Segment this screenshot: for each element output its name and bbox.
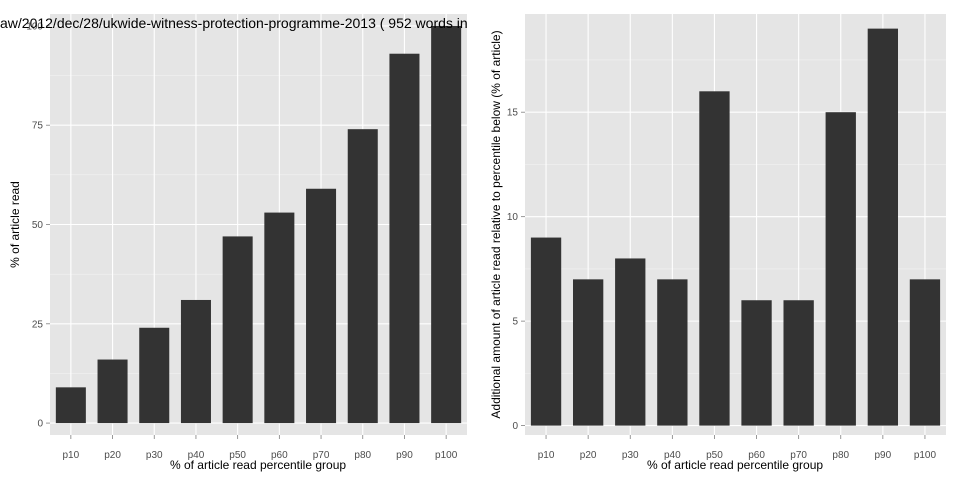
left-x-tick-label: p50	[229, 450, 246, 461]
left-bar-p60	[264, 212, 295, 424]
right-bar-p80	[825, 112, 856, 426]
left-y-tick-label: 75	[32, 121, 44, 132]
right-bar-p10	[530, 237, 562, 426]
right-bar-p70	[783, 300, 814, 426]
left-bar-p40	[180, 299, 211, 424]
left-bar-p30	[139, 327, 170, 424]
left-x-axis-title: % of article read percentile group	[170, 458, 346, 472]
left-y-tick-label: 0	[37, 419, 43, 430]
right-y-tick-label: 5	[512, 317, 518, 328]
left-bar-p100	[431, 25, 462, 424]
left-y-tick-label: 25	[32, 319, 44, 330]
right-bar-p40	[657, 279, 688, 426]
left-x-tick-label: p100	[435, 450, 458, 461]
left-x-tick-label: p80	[354, 450, 371, 461]
left-x-tick-label: p60	[271, 450, 288, 461]
right-x-tick-label: p20	[580, 450, 597, 461]
left-bar-p50	[222, 236, 253, 424]
left-x-tick-label: p20	[104, 450, 121, 461]
right-x-tick-label: p60	[748, 450, 765, 461]
left-x-tick-label: p10	[63, 450, 80, 461]
chart-title: aw/2012/dec/28/ukwide-witness-protection…	[0, 15, 468, 31]
left-x-tick-label: p90	[396, 450, 413, 461]
right-x-tick-label: p90	[875, 450, 892, 461]
right-y-axis-title: Additional amount of article read relati…	[489, 30, 503, 418]
right-x-tick-label: p80	[832, 450, 849, 461]
left-bar-p90	[389, 53, 420, 424]
right-x-tick-label: p50	[706, 450, 723, 461]
right-bar-p30	[615, 258, 646, 426]
left-bar-p70	[306, 188, 337, 424]
right-x-tick-label: p40	[664, 450, 681, 461]
right-y-tick-label: 0	[512, 421, 518, 432]
right-x-tick-label: p30	[622, 450, 639, 461]
right-bar-p60	[741, 300, 772, 426]
left-x-tick-label: p40	[188, 450, 205, 461]
right-y-tick-label: 15	[507, 108, 519, 119]
left-bar-p10	[55, 387, 86, 424]
right-bar-p50	[699, 91, 730, 426]
right-bar-p90	[867, 28, 899, 426]
left-chart: 0 25 50 75 100 p10 p20 p30 p40 p50 p60 p70 p80 p90 p10…	[8, 14, 467, 472]
left-y-axis-title: % of article read	[8, 181, 22, 268]
left-y-tick-label: 50	[32, 220, 44, 231]
right-y-tick-label: 10	[507, 212, 519, 223]
right-x-tick-label: p10	[538, 450, 555, 461]
right-x-tick-label: p70	[790, 450, 807, 461]
left-y-tick-label: 100	[26, 21, 43, 32]
left-x-tick-label: p70	[313, 450, 330, 461]
right-bar-p100	[909, 279, 941, 426]
left-bar-p20	[97, 359, 128, 424]
left-bar-p80	[347, 129, 378, 424]
right-x-axis-title: % of article read percentile group	[647, 458, 823, 472]
left-x-tick-label: p30	[146, 450, 163, 461]
right-x-tick-label: p100	[914, 450, 937, 461]
right-chart: 0 5 10 15 p10 p20 p30 p40 p50 p60 p70 p80 p90 p100 % o…	[489, 14, 946, 472]
right-bar-p20	[572, 279, 604, 426]
